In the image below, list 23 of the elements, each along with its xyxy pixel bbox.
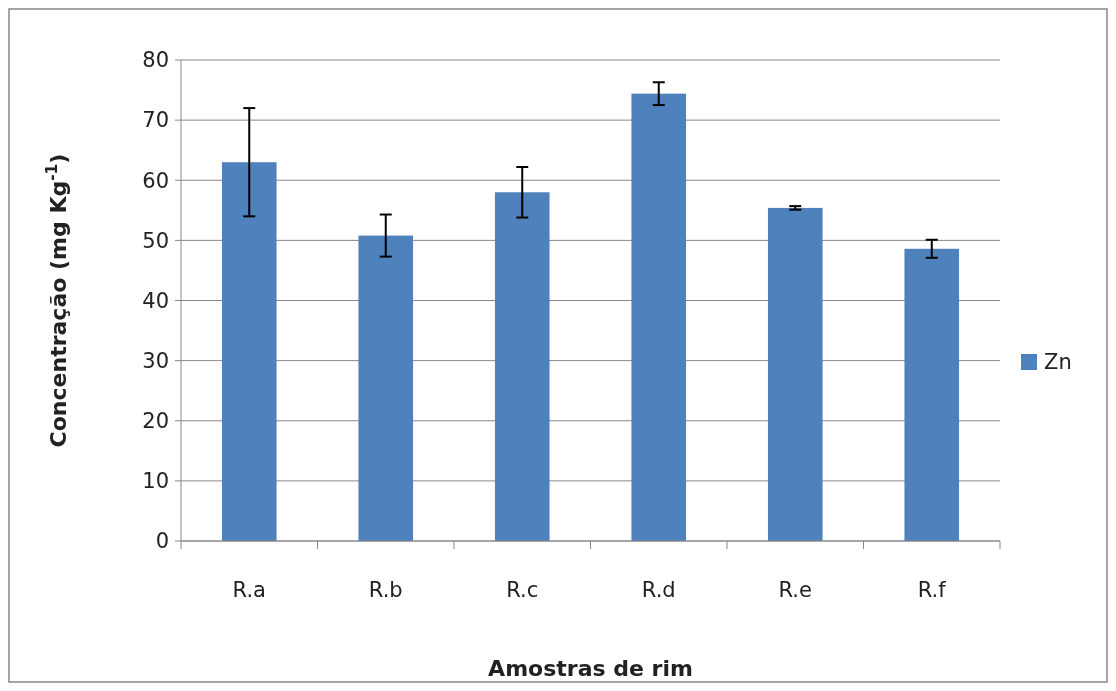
y-tick-label: 20 <box>142 409 169 434</box>
x-tick-label: R.b <box>368 578 403 602</box>
x-tick-label: R.e <box>778 578 812 602</box>
x-tick-label: R.d <box>641 578 676 602</box>
bar <box>767 207 823 541</box>
bar <box>904 248 960 541</box>
bar <box>221 162 277 541</box>
x-tick-label: R.c <box>506 578 539 602</box>
x-tick-label: R.f <box>917 578 947 602</box>
y-tick-label: 70 <box>142 108 169 133</box>
y-tick-label: 50 <box>142 228 169 253</box>
bar <box>358 235 414 541</box>
x-axis-title: Amostras de rim <box>488 656 693 681</box>
bar <box>631 93 687 541</box>
y-tick-label: 0 <box>155 529 169 554</box>
bar <box>494 192 550 541</box>
y-tick-label: 10 <box>142 469 169 494</box>
y-tick-label: 60 <box>142 168 169 193</box>
legend-label: Zn <box>1044 350 1072 375</box>
x-tick-label: R.a <box>232 578 266 602</box>
y-tick-label: 40 <box>142 288 169 313</box>
y-tick-label: 30 <box>142 348 169 373</box>
y-tick-label: 80 <box>142 48 169 73</box>
